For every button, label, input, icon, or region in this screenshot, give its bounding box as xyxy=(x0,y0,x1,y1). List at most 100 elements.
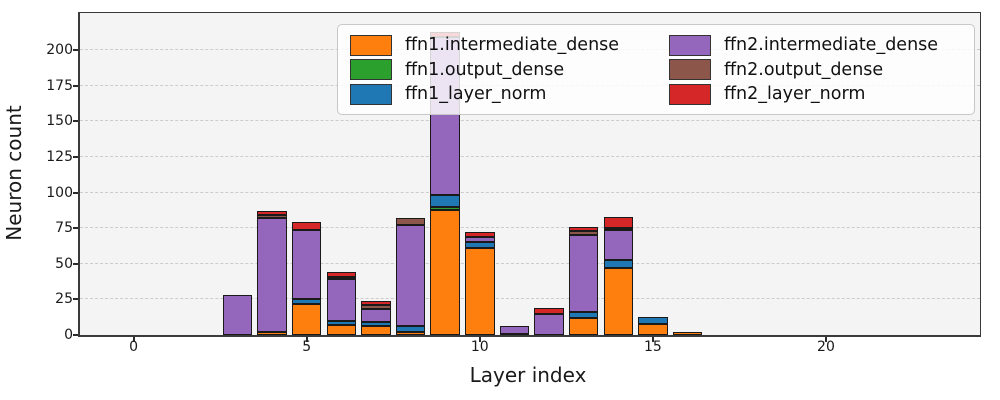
y-gridline xyxy=(80,120,980,122)
bar-segment-ffn2.output_dense xyxy=(395,218,426,226)
bar-segment-ffn2.intermediate_dense xyxy=(395,225,426,327)
bar-stack-layer-12 xyxy=(534,13,564,335)
y-tick-mark xyxy=(73,191,78,194)
legend-label: ffn1_layer_norm xyxy=(405,84,547,104)
bar-segment-ffn1.intermediate_dense xyxy=(568,317,599,335)
legend-label: ffn2.output_dense xyxy=(724,59,884,80)
y-tick-mark xyxy=(73,334,78,336)
bar-segment-ffn1.intermediate_dense xyxy=(361,326,391,335)
bar-segment-ffn2.intermediate_dense xyxy=(292,229,322,300)
y-tick-label: 50 xyxy=(55,255,73,272)
y-gridline xyxy=(80,191,980,193)
bar-segment-ffn2.intermediate_dense xyxy=(568,235,599,313)
legend-swatch-icon xyxy=(669,59,711,80)
bar-segment-ffn1_layer_norm xyxy=(568,312,599,318)
legend-label: ffn1.output_dense xyxy=(405,59,565,80)
legend-column-ffn1: ffn1.intermediate_dense ffn1.output_dense… xyxy=(350,33,643,106)
legend-swatch-icon xyxy=(669,34,711,56)
bar-segment-ffn1_layer_norm xyxy=(361,322,391,327)
legend-swatch-icon xyxy=(669,83,711,105)
y-tick-label: 75 xyxy=(55,220,73,237)
x-axis-label: Layer index xyxy=(469,363,587,387)
y-tick-mark xyxy=(73,49,78,52)
bar-segment-ffn2_layer_norm xyxy=(603,216,633,229)
bar-segment-ffn2_layer_norm xyxy=(465,232,495,237)
x-tick-label: 20 xyxy=(817,339,835,355)
y-tick-label: 0 xyxy=(64,327,73,343)
bar-segment-ffn2.intermediate_dense xyxy=(465,236,495,243)
bar-segment-ffn2.output_dense xyxy=(568,231,599,236)
y-gridline xyxy=(80,227,980,229)
bar-segment-ffn1.intermediate_dense xyxy=(672,332,703,335)
y-tick-mark xyxy=(73,262,78,265)
bar-segment-ffn2.intermediate_dense xyxy=(257,218,287,333)
legend-item-ffn1.intermediate_dense: ffn1.intermediate_dense xyxy=(350,33,643,57)
bar-segment-ffn1.intermediate_dense xyxy=(638,323,668,335)
bar-segment-ffn2_layer_norm xyxy=(568,226,599,231)
y-tick-label: 175 xyxy=(46,77,73,94)
x-tick-mark xyxy=(824,337,827,342)
bar-segment-ffn2_layer_norm xyxy=(257,211,287,216)
bar-segment-ffn2.intermediate_dense xyxy=(326,279,357,321)
bar-stack-layer-6 xyxy=(326,13,357,335)
bar-segment-ffn1_layer_norm xyxy=(465,242,495,249)
bar-segment-ffn1.intermediate_dense xyxy=(430,209,460,335)
bar-stack-layer-10 xyxy=(465,13,495,335)
x-tick-mark xyxy=(651,337,654,342)
legend-item-ffn1.output_dense: ffn1.output_dense xyxy=(350,58,643,82)
y-axis-label: Neuron count xyxy=(2,105,26,241)
bar-segment-ffn2_layer_norm xyxy=(534,307,564,314)
y-tick-label: 125 xyxy=(46,148,73,165)
bar-stack-layer-14 xyxy=(603,13,633,335)
x-tick-mark xyxy=(478,337,481,342)
bar-segment-ffn2.intermediate_dense xyxy=(222,295,253,335)
bar-segment-ffn1_layer_norm xyxy=(603,259,633,269)
bar-segment-ffn1.intermediate_dense xyxy=(292,303,322,335)
bar-segment-ffn2.intermediate_dense xyxy=(603,229,633,260)
bar-stack-layer-3 xyxy=(222,13,253,335)
y-gridline xyxy=(80,298,980,300)
bar-stack-layer-16 xyxy=(672,13,703,335)
bar-stack-layer-11 xyxy=(499,13,530,335)
x-tick-mark xyxy=(305,337,308,342)
bar-segment-ffn1_layer_norm xyxy=(638,316,668,324)
bar-segment-ffn2.output_dense xyxy=(361,305,391,310)
y-tick-label: 100 xyxy=(46,184,73,201)
legend-label: ffn1.intermediate_dense xyxy=(405,35,620,55)
bar-segment-ffn1.intermediate_dense xyxy=(326,325,357,335)
bar-segment-ffn1_layer_norm xyxy=(326,320,357,326)
bar-segment-ffn2_layer_norm xyxy=(361,300,391,306)
y-tick-mark xyxy=(73,120,78,123)
x-tick-mark xyxy=(132,337,135,342)
legend-swatch-icon xyxy=(350,34,392,56)
bar-segment-ffn1.output_dense xyxy=(430,206,460,210)
y-tick-mark xyxy=(73,84,78,87)
bar-stack-layer-4 xyxy=(257,13,287,335)
legend-swatch-icon xyxy=(350,59,392,80)
bar-segment-ffn2.output_dense xyxy=(326,276,357,280)
x-tick-label: 0 xyxy=(129,339,139,355)
y-tick-mark xyxy=(73,155,78,158)
bar-stack-layer-13 xyxy=(568,13,599,335)
bar-segment-ffn1_layer_norm xyxy=(430,195,460,207)
y-tick-mark xyxy=(73,298,78,301)
legend-item-ffn2.output_dense: ffn2.output_dense xyxy=(669,58,962,82)
bar-segment-ffn2_layer_norm xyxy=(326,272,357,277)
x-tick-label: 10 xyxy=(470,339,489,355)
bar-segment-ffn2_layer_norm xyxy=(292,222,322,230)
y-tick-label: 25 xyxy=(55,291,73,308)
x-tick-label: 5 xyxy=(302,339,312,355)
bar-segment-ffn1.intermediate_dense xyxy=(465,248,495,335)
bar-segment-ffn2.intermediate_dense xyxy=(361,309,391,323)
y-tick-label: 200 xyxy=(46,42,73,59)
bar-segment-ffn1.intermediate_dense xyxy=(395,332,426,335)
x-tick-label: 15 xyxy=(643,339,662,355)
legend-item-ffn2_layer_norm: ffn2_layer_norm xyxy=(669,82,962,106)
bar-segment-ffn1_layer_norm xyxy=(395,326,426,333)
legend-column-ffn2: ffn2.intermediate_dense ffn2.output_dense… xyxy=(669,33,962,106)
bar-stack-layer-8 xyxy=(395,13,426,335)
bar-stack-layer-15 xyxy=(638,13,668,335)
bar-stack-layer-5 xyxy=(292,13,322,335)
y-tick-mark xyxy=(73,227,78,230)
